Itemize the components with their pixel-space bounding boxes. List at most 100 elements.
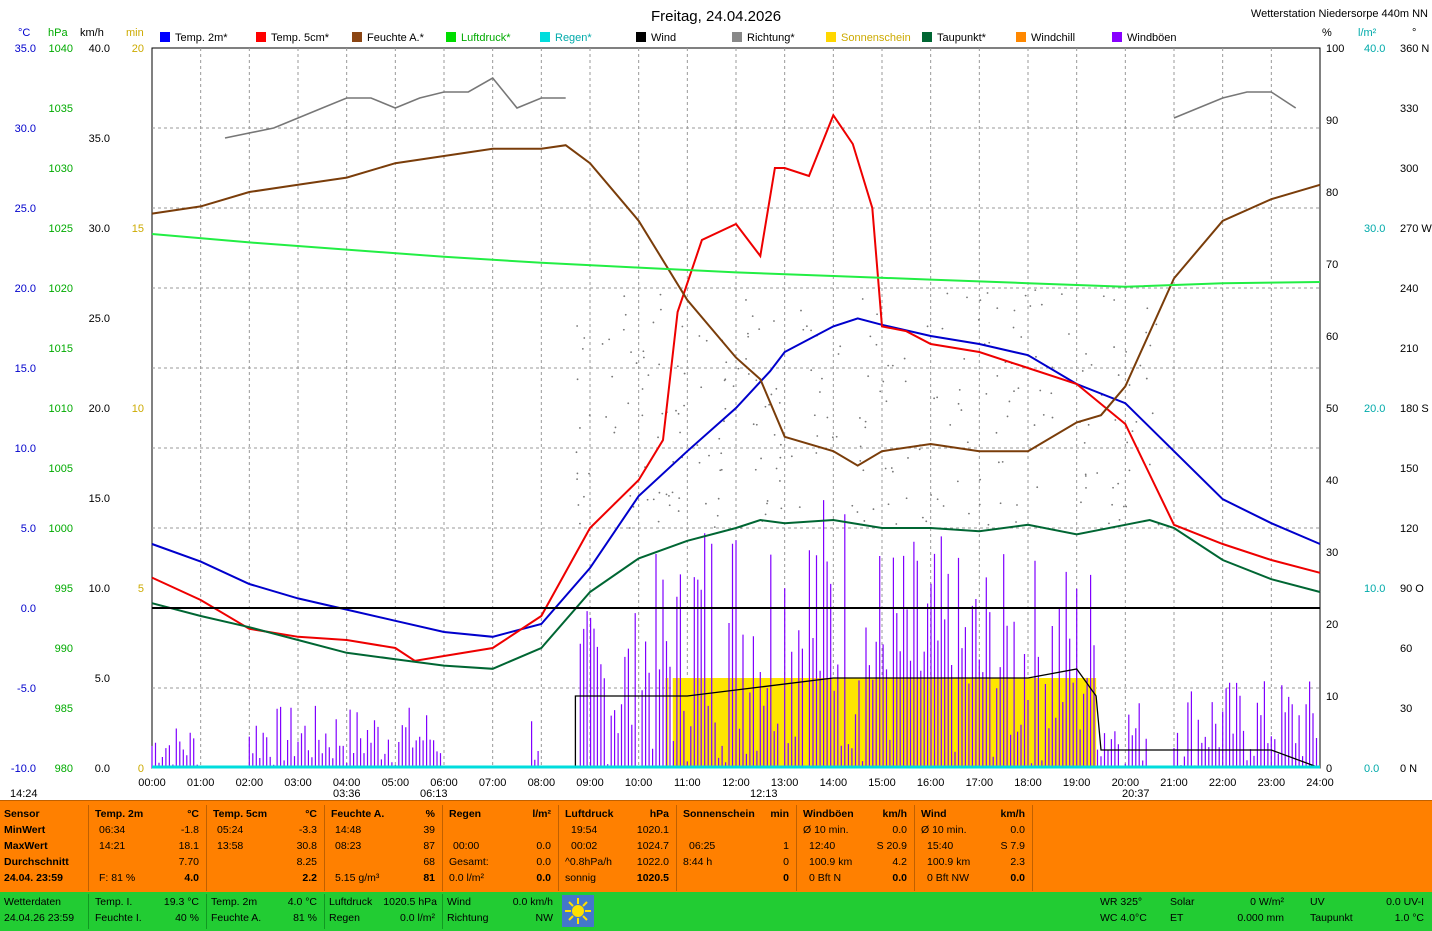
temp5cm-now: 2.2 [302,872,317,884]
direction-point [1083,441,1086,444]
direction-point [577,504,580,506]
direction-point [884,467,887,470]
direction-point [678,497,681,500]
direction-point [579,427,581,429]
wind-tick-label: 5.0 [95,673,110,685]
direction-point [979,478,982,481]
gust-bars [686,533,782,768]
direction-point [1102,295,1105,298]
chart-series [151,76,1321,769]
direction-point [752,423,755,426]
pressure-tick-label: 1030 [49,163,73,175]
direction-point [1013,390,1015,393]
x-tick-label: 17:00 [966,777,994,789]
direction-point [622,328,625,331]
cur-dew-label: Taupunkt [1310,912,1353,924]
current-uv-cell: UV 0.0 UV-I Taupunkt 1.0 °C [1308,894,1428,929]
sensor-label: Sensor [4,808,40,820]
direction-point [623,295,626,298]
pressure-unit: hPa [48,27,68,39]
direction-point [605,416,608,418]
direction-point [987,523,990,526]
direction-point [601,343,604,345]
sunny-weather-icon [562,895,594,927]
direction-tick-label: 300 [1400,163,1418,175]
rain-r1-time: 00:00 [453,840,480,852]
direction-point [1051,416,1054,419]
direction-point [956,480,959,483]
indoor-hum: 40 % [175,912,199,924]
direction-tick-label: 360 N [1400,43,1429,55]
press-max-time: 00:02 [571,840,598,852]
rain-unit: l/m² [532,808,551,820]
direction-point [1051,366,1054,369]
rain-tick-label: 30.0 [1364,223,1385,235]
pressure-tick-label: 1005 [49,463,73,475]
direction-point [978,503,981,506]
direction-point [683,404,686,407]
direction-point [698,461,701,464]
avg-label: Durchschnitt [4,856,69,868]
statistics-panel: Sensor MinWert MaxWert Durchschnitt 24.0… [0,800,1432,893]
temp5cm-min-time: 05:24 [217,824,244,836]
rain-head: Regen [449,808,482,820]
direction-point [816,435,819,437]
x-tick-label: 11:00 [674,777,701,789]
direction-point [949,424,952,426]
current-label: Wetterdaten [4,896,62,908]
direction-point [665,493,668,496]
legend-swatch [732,32,742,42]
legend-label: Windchill [1031,32,1075,44]
temp2m-min-time: 06:34 [99,824,126,836]
cur-wc: WC 4.0°C [1100,912,1147,924]
direction-point [936,396,939,399]
direction-point [657,520,660,523]
gust-bars [954,554,1026,768]
gust-bars [248,705,344,768]
temp-tick-label: 20.0 [15,283,36,295]
wind-unit: km/h [80,27,104,39]
direction-tick-label: 120 [1400,523,1418,535]
direction-point [588,472,590,475]
press-forecast: sonnig [565,872,596,884]
current-label-cell: Wetterdaten 24.04.26 23:59 [4,894,86,929]
hum-max-time: 08:23 [335,840,362,852]
direction-point [716,514,719,517]
x-tick-label: 02:00 [236,777,264,789]
direction-line [224,76,566,139]
direction-point [614,426,617,429]
series-line-press [151,233,1321,288]
legend-swatch [160,32,170,42]
direction-point [904,380,907,383]
direction-point [1128,384,1131,386]
direction-point [1013,309,1016,312]
pressure-tick-label: 1015 [49,343,73,355]
current-time: 24.04.26 23:59 [4,912,75,924]
direction-point [724,378,727,381]
direction-point [905,497,908,500]
direction-point [724,407,727,410]
direction-point [1125,350,1127,353]
direction-point [747,373,750,375]
indoor-temp-label: Temp. I. [95,896,133,908]
direction-point [576,478,578,481]
station-name: Wetterstation Niedersorpe 440m NN [1251,8,1428,20]
cur-et-label: ET [1170,912,1184,924]
direction-point [1113,346,1116,348]
direction-point [576,472,579,475]
sun-tick-label: 15 [132,223,144,235]
direction-point [698,335,701,337]
wind-run: 100.9 km [927,856,971,868]
humidity-tick-label: 10 [1326,691,1338,703]
sun-tick-label: 5 [138,583,144,595]
direction-point [1146,307,1149,310]
direction-point [1113,299,1116,301]
hum-min-time: 14:48 [335,824,362,836]
direction-series [224,76,1297,529]
x-tick-label: 21:00 [1160,777,1188,789]
direction-point [768,403,771,406]
out-hum: 81 % [293,912,317,924]
direction-point [979,299,982,302]
direction-point [635,362,638,364]
direction-point [864,420,867,423]
